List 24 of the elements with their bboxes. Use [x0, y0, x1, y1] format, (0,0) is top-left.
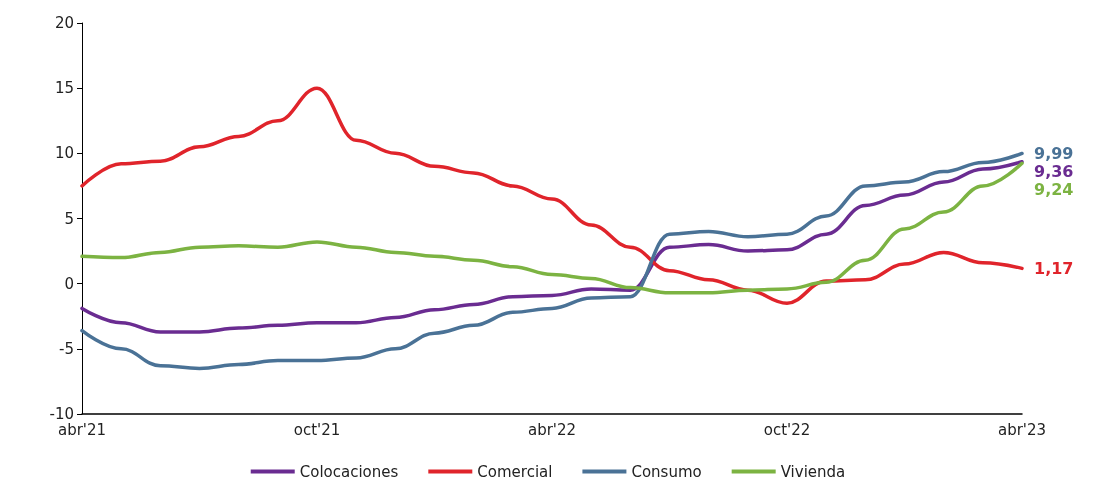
x-tick-label: abr'22	[527, 420, 577, 439]
x-tick-label: abr'21	[57, 420, 107, 439]
legend-label: Vivienda	[780, 462, 846, 481]
y-tick-label: 5	[64, 209, 74, 228]
data-label: 9,99	[1034, 143, 1074, 163]
y-tick-label: 15	[54, 79, 74, 98]
data-label: 1,17	[1034, 258, 1074, 278]
line-series	[80, 161, 1024, 295]
line-series	[80, 86, 1024, 305]
y-tick-label: 20	[54, 14, 74, 32]
y-tick-label: -5	[59, 339, 74, 358]
line-series	[80, 151, 1024, 371]
legend-label: Consumo	[631, 462, 702, 481]
legend-label: Colocaciones	[299, 462, 399, 481]
data-label: 9,36	[1034, 161, 1074, 181]
y-tick-label: -10	[49, 405, 74, 423]
line-series	[80, 159, 1024, 334]
x-tick-label: oct'22	[763, 420, 811, 439]
x-tick-label: abr'23	[997, 420, 1047, 439]
y-tick-label: 0	[64, 274, 74, 293]
x-tick-label: oct'21	[293, 420, 341, 439]
y-tick-label: 10	[54, 144, 74, 163]
legend-label: Comercial	[477, 462, 553, 481]
data-label: 9,24	[1034, 179, 1074, 199]
